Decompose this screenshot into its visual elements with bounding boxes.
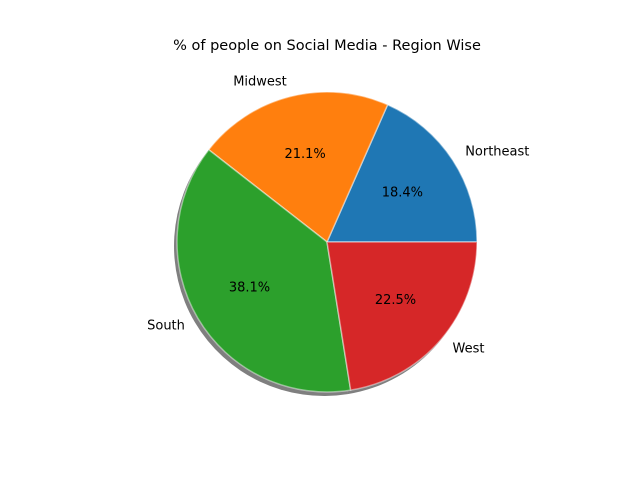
pie-slice-south [176, 149, 352, 393]
category-label-south: South [147, 318, 185, 333]
category-label-northeast: Northeast [465, 144, 529, 159]
pie-slices [176, 91, 478, 393]
percent-label-midwest: 21.1% [284, 147, 325, 162]
category-label-west: West [453, 342, 485, 357]
pie-slice-midwest [207, 91, 389, 243]
percent-label-south: 38.1% [229, 280, 270, 295]
percent-label-northeast: 18.4% [382, 185, 423, 200]
pie-slice-northeast [326, 104, 478, 243]
pie-slice-west [326, 241, 478, 391]
percent-label-west: 22.5% [375, 293, 416, 308]
category-label-midwest: Midwest [233, 75, 287, 90]
pie-labels: Northeast 18.4% Midwest 21.1% South 38.1% West… [147, 75, 529, 357]
chart-title: % of people on Social Media - Region Wis… [173, 38, 481, 54]
